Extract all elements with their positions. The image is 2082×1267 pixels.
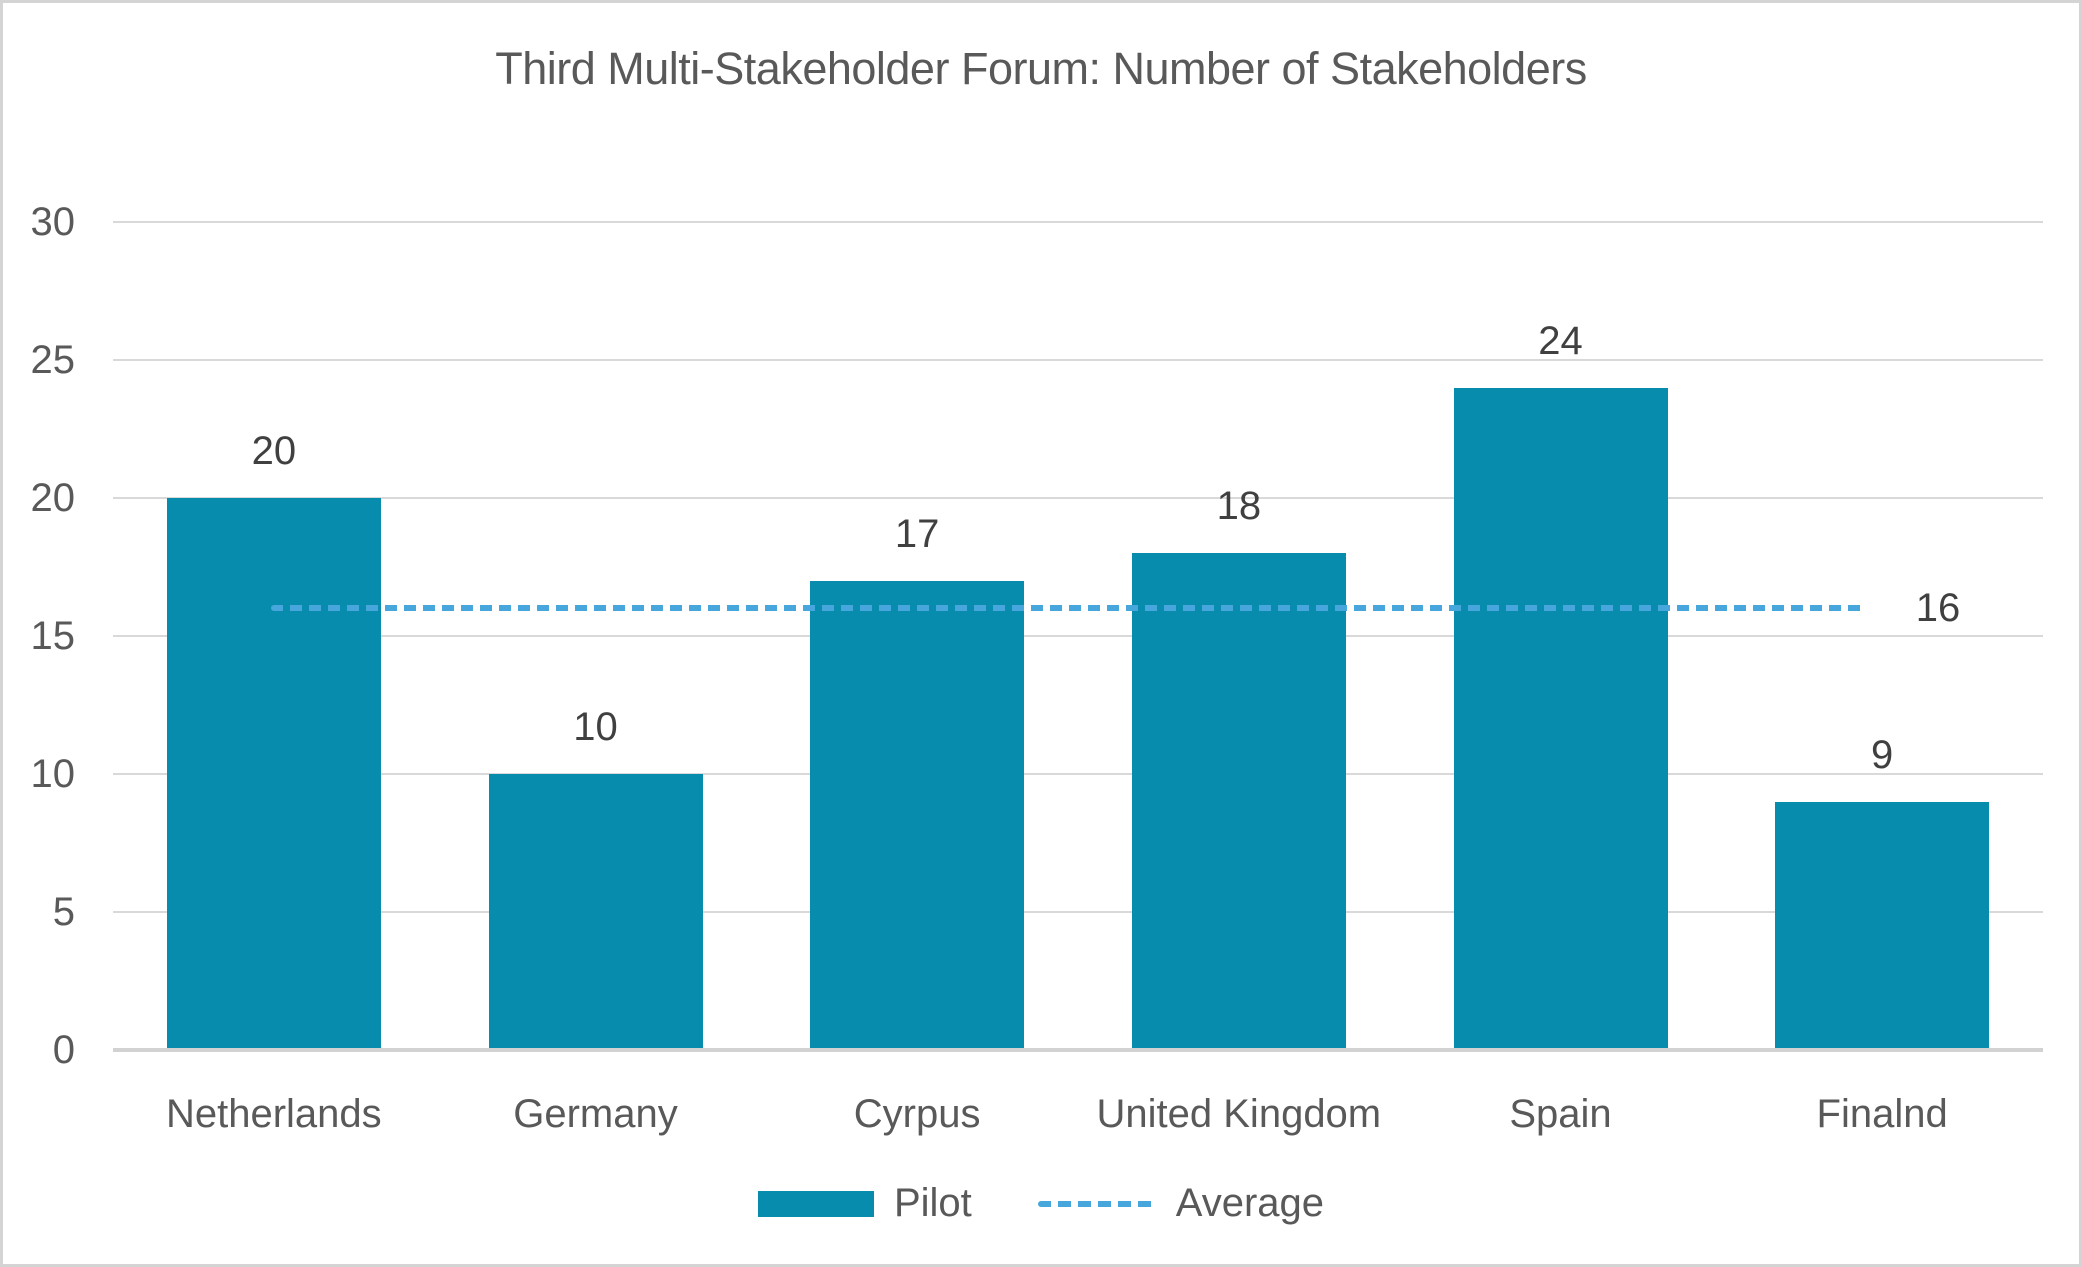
data-label-germany: 10 [573,705,618,749]
data-label-finalnd: 9 [1871,732,1894,777]
legend-item-pilot: Pilot [757,1181,972,1226]
x-axis-label-spain: Spain [1509,1092,1612,1136]
average-line [271,605,1865,612]
gridline-y-15 [113,635,2043,637]
x-axis-label-cyrpus: Cyrpus [853,1092,981,1136]
y-axis-tick-20: 20 [30,476,76,520]
gridline-y-10 [113,773,2043,775]
data-label-united-kingdom: 18 [1216,484,1262,529]
legend-label-average: Average [1175,1181,1325,1225]
data-label-cyrpus: 17 [894,511,940,556]
y-axis-tick-25: 25 [30,338,76,382]
data-label-netherlands: 20 [251,429,297,473]
average-dashed-line-icon [1037,1200,1156,1207]
bar-germany [488,774,703,1048]
y-axis-tick-15: 15 [30,614,76,658]
gridline-y-20 [113,497,2043,499]
x-axis-label-germany: Germany [513,1092,678,1136]
x-axis-baseline [113,1048,2043,1052]
gridline-y-25 [113,359,2043,361]
bar-netherlands [166,498,381,1048]
legend-item-average: Average [1037,1181,1325,1226]
y-axis-tick-30: 30 [30,200,76,244]
data-label-spain: 24 [1538,318,1583,363]
gridline-y-30 [113,221,2043,223]
average-value-label: 16 [1915,586,1961,631]
pilot-swatch-icon [757,1190,874,1217]
x-axis-label-netherlands: Netherlands [165,1092,382,1136]
y-axis-tick-10: 10 [30,752,76,796]
bar-finalnd [1775,801,1990,1048]
y-axis-tick-0: 0 [52,1028,75,1072]
legend-label-pilot: Pilot [893,1181,972,1225]
gridline-y-5 [113,911,2043,913]
chart-title: Third Multi-Stakeholder Forum: Number of… [495,43,1587,94]
x-axis-label-united-kingdom: United Kingdom [1096,1092,1382,1136]
legend: Pilot Average [3,1181,2079,1226]
x-axis-label-finalnd: Finalnd [1816,1092,1948,1136]
plot-area: 0 5 10 15 20 25 30 20 Netherlands 10 Germany 17 Cyrp… [3,3,2079,1264]
bar-spain [1453,387,1668,1048]
y-axis-tick-5: 5 [52,890,75,934]
bar-united-kingdom [1131,553,1346,1048]
bar-cyrpus [810,580,1025,1048]
